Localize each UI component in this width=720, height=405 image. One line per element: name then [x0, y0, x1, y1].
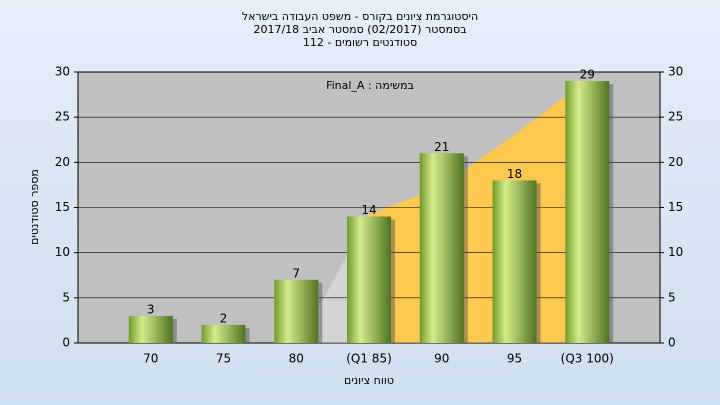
bar [419, 153, 464, 343]
x-tick-label: 70 [143, 352, 158, 366]
bar [347, 216, 391, 343]
value-label: 29 [580, 68, 595, 82]
y-tick-label: 25 [55, 110, 70, 124]
value-label: 3 [147, 302, 155, 316]
value-label: 2 [220, 311, 228, 325]
x-tick-label: 80 [289, 352, 304, 366]
bar [565, 81, 610, 344]
bar [274, 279, 319, 343]
y-tick-label: 30 [55, 65, 70, 79]
y-tick-label: 0 [62, 336, 70, 350]
y2-tick-label: 30 [668, 65, 683, 79]
y2-tick-label: 20 [668, 155, 683, 169]
y2-tick-label: 0 [668, 336, 676, 350]
y-tick-label: 5 [62, 290, 70, 304]
y-tick-label: 10 [55, 245, 70, 259]
bar [201, 324, 246, 343]
annotation: במשימה : Final_A [326, 79, 414, 92]
y-tick-label: 20 [55, 155, 70, 169]
y-axis-label: מספר סטודנטים [28, 169, 41, 245]
bar [492, 180, 537, 343]
y2-tick-label: 25 [668, 110, 683, 124]
y2-tick-label: 5 [668, 290, 676, 304]
x-tick-label: (Q1 85) [346, 352, 392, 366]
x-tick-label: (Q3 100) [561, 352, 614, 366]
title-line: היסטוגרמת ציונים בקורס - משפט העבודה ביש… [242, 10, 478, 23]
value-label: 7 [292, 266, 300, 280]
x-tick-label: 75 [216, 352, 231, 366]
title-line: סטודנטים רשומים - 112 [303, 36, 417, 49]
y2-tick-label: 15 [668, 200, 683, 214]
x-axis-label: טווח ציונים [344, 374, 394, 387]
x-tick-label: 90 [434, 352, 449, 366]
value-label: 21 [434, 140, 449, 154]
value-label: 18 [507, 167, 522, 181]
title-line: בסמסטר (02/2017) סמסטר אביב 2017/18 [253, 23, 466, 36]
x-tick-label: 95 [507, 352, 522, 366]
y2-tick-label: 10 [668, 245, 683, 259]
y-tick-label: 15 [55, 200, 70, 214]
value-label: 14 [361, 203, 376, 217]
bar [128, 315, 173, 343]
